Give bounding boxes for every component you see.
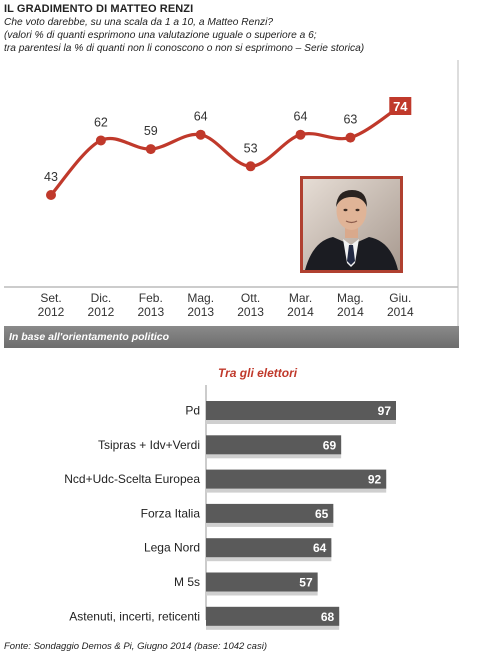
x-tick-label: Set. 2012 — [38, 291, 65, 319]
category-label: Tsipras + Idv+Verdi — [98, 438, 200, 452]
source-note: Fonte: Sondaggio Demos & Pi, Giugno 2014… — [4, 641, 267, 652]
x-tick-label: Mar. 2014 — [287, 291, 314, 319]
x-tick-label: Ott. 2013 — [237, 291, 264, 319]
subtitle-line: (valori % di quanti esprimono una valuta… — [4, 30, 317, 41]
data-label: 64 — [194, 110, 208, 124]
line-chart: 43 Set. 2012 62 Dic. 2012 59 Feb. 2013 64 Mag. 2013… — [4, 60, 459, 330]
category-label: Ncd+Udc-Scelta Europea — [64, 472, 200, 486]
data-point-highlight — [389, 97, 412, 115]
data-point — [245, 161, 256, 172]
bar-value-label: 92 — [368, 473, 382, 487]
x-tick-label: Giu. 2014 — [387, 291, 414, 319]
bar-value-label: 97 — [378, 404, 392, 418]
data-label: 63 — [343, 113, 357, 127]
chart-subtitle: Che voto darebbe, su una scala da 1 a 10… — [4, 16, 494, 55]
bar-value-label: 57 — [299, 576, 313, 590]
category-label: Pd — [185, 404, 200, 418]
data-label: 64 — [294, 110, 308, 124]
bar-value-label: 68 — [321, 610, 335, 624]
subtitle-line: Che voto darebbe, su una scala da 1 a 10… — [4, 17, 274, 28]
bar-value-label: 69 — [323, 438, 337, 452]
category-label: Astenuti, incerti, reticenti — [69, 609, 200, 623]
data-point — [145, 144, 156, 155]
data-label: 74 — [393, 99, 408, 114]
bar — [206, 401, 396, 420]
bar — [206, 538, 332, 558]
x-tick-label: Feb. 2013 — [137, 291, 164, 319]
bar-chart-title: Tra gli elettori — [218, 366, 298, 380]
data-point — [295, 129, 306, 140]
bar — [206, 503, 334, 523]
bar-value-label: 65 — [315, 507, 329, 521]
data-label: 59 — [144, 124, 158, 138]
data-label: 43 — [44, 170, 58, 184]
x-tick-label: Dic. 2012 — [88, 291, 115, 319]
x-tick-label: Mag. 2013 — [187, 291, 214, 319]
subtitle-line: tra parentesi la % di quanti non li cono… — [4, 43, 365, 54]
bar-chart: Pd 97 Tsipras + Idv+Verdi 69 Ncd+Udc-Scelta … — [64, 385, 396, 630]
bar — [206, 469, 387, 489]
data-label: 62 — [94, 115, 108, 129]
category-label: M 5s — [174, 575, 200, 589]
bar — [206, 606, 340, 626]
chart-title: IL GRADIMENTO DI MATTEO RENZI — [4, 3, 194, 15]
category-label: Forza Italia — [141, 506, 201, 520]
category-label: Lega Nord — [144, 541, 200, 555]
data-point — [46, 190, 56, 200]
person-photo-icon — [303, 179, 400, 270]
data-point — [345, 132, 356, 143]
section-header: In base all'orientamento politico — [4, 326, 459, 348]
bar — [206, 572, 318, 592]
portrait-photo — [300, 176, 403, 273]
bar-value-label: 64 — [313, 541, 327, 555]
data-point — [195, 129, 206, 140]
bar — [206, 435, 342, 455]
x-tick-label: Mag. 2014 — [337, 291, 364, 319]
data-point — [95, 135, 106, 146]
data-label: 53 — [244, 141, 258, 155]
